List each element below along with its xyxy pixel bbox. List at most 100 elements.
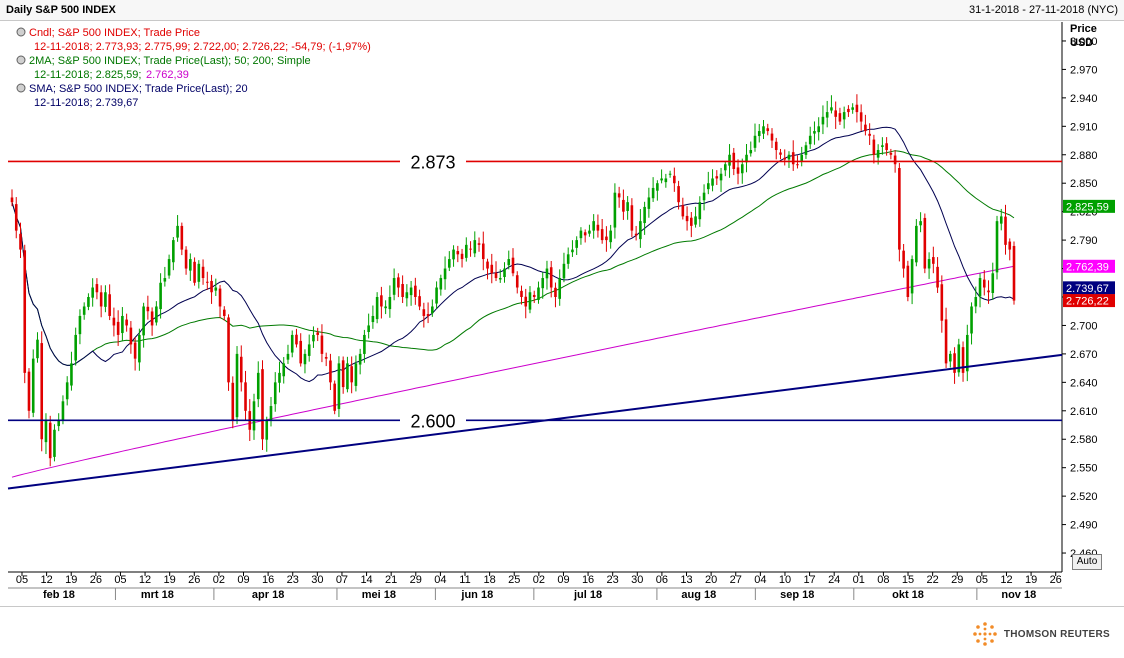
last-value-tags: 2.825,59 2.762,39 2.739,672.726,22 (1063, 199, 1115, 308)
legend-toggle-icon[interactable] (16, 55, 26, 65)
candle (1004, 204, 1007, 255)
candle (600, 218, 604, 244)
candle (1012, 241, 1016, 305)
candle (949, 350, 952, 368)
legend-2ma-values-a: 12-11-2018; 2.825,59; (34, 69, 141, 81)
candle (307, 334, 311, 362)
candle (273, 372, 277, 412)
candle (469, 241, 472, 257)
month-label: apr 18 (252, 589, 284, 601)
candle (711, 169, 714, 192)
x-tick-label: 13 (680, 574, 692, 586)
candle (808, 126, 812, 149)
legend-toggle-icon[interactable] (16, 27, 26, 37)
candle (804, 141, 808, 159)
price-axis: 2.4602.4902.5202.5502.5802.6102.6402.670… (1062, 36, 1098, 560)
legend-item-sma[interactable]: SMA; S&P 500 INDEX; Trade Price(Last); 2… (16, 83, 248, 109)
candle (596, 214, 600, 238)
candle (630, 198, 634, 238)
candle (923, 213, 927, 274)
x-tick-label: 16 (582, 574, 594, 586)
x-tick-label: 09 (557, 574, 569, 586)
candle (609, 224, 612, 249)
candle (783, 149, 787, 166)
legend-toggle-icon[interactable] (16, 83, 26, 93)
x-tick-label: 26 (1050, 574, 1062, 586)
candle (634, 225, 638, 241)
candle (27, 368, 31, 419)
candle (982, 270, 986, 296)
candle (757, 124, 761, 143)
legend-cndl-name: Cndl; S&P 500 INDEX; Trade Price (29, 27, 200, 39)
candle (498, 269, 502, 283)
candle (859, 104, 863, 131)
chart-title: Daily S&P 500 INDEX (6, 4, 116, 16)
candle (350, 356, 353, 394)
candle (346, 356, 349, 393)
month-label: mei 18 (362, 589, 396, 601)
candle (864, 114, 867, 136)
y-tick-label: 2.640 (1070, 377, 1098, 389)
x-tick-label: 29 (951, 574, 963, 586)
candle (184, 246, 188, 275)
y-tick-label: 2.700 (1070, 320, 1098, 332)
candle (647, 187, 651, 218)
candle (511, 248, 515, 277)
candle (31, 349, 35, 418)
candle (401, 275, 404, 304)
candle (239, 345, 243, 392)
candle (677, 180, 680, 210)
y-tick-label: 3.000 (1070, 36, 1098, 48)
auto-scale-button[interactable]: Auto (1072, 554, 1102, 570)
month-label: jun 18 (460, 589, 493, 601)
x-tick-label: 06 (656, 574, 668, 586)
x-tick-label: 22 (927, 574, 939, 586)
candle (464, 237, 468, 262)
last-value-tag: 2.726,22 (1063, 294, 1115, 308)
last-value-tag: 2.762,39 (1063, 259, 1115, 273)
candle (375, 292, 379, 324)
candle (146, 295, 150, 320)
legend-item-2ma[interactable]: 2MA; S&P 500 INDEX; Trade Price(Last); 5… (16, 55, 311, 81)
candle (278, 361, 281, 393)
candle (507, 250, 511, 270)
candle (889, 148, 893, 160)
candle (558, 269, 562, 306)
candle (299, 333, 303, 367)
legend-2ma-name: 2MA; S&P 500 INDEX; Trade Price(Last); 5… (29, 55, 311, 67)
y-tick-label: 2.490 (1070, 520, 1098, 532)
candle (847, 105, 850, 117)
ma200-path (11, 265, 1015, 478)
legend-item-cndl[interactable]: Cndl; S&P 500 INDEX; Trade Price 12-11-2… (16, 27, 371, 53)
reuters-logo-icon (973, 622, 997, 646)
candlestick-chart[interactable]: 2.4602.4902.5202.5502.5802.6102.6402.670… (0, 20, 1124, 606)
candle (78, 309, 82, 345)
candle (163, 266, 167, 287)
candle (40, 331, 44, 452)
candle (932, 246, 935, 274)
month-label: sep 18 (780, 589, 814, 601)
candle (974, 286, 978, 314)
candle (762, 120, 765, 139)
candle (176, 215, 179, 242)
svg-text:2.739,67: 2.739,67 (1066, 283, 1109, 295)
x-tick-label: 05 (976, 574, 988, 586)
candle (643, 201, 646, 235)
candle (685, 206, 689, 231)
x-tick-label: 02 (213, 574, 225, 586)
candle (898, 163, 901, 262)
candle (817, 117, 820, 141)
last-value-tag: 2.825,59 (1063, 199, 1115, 213)
candle (715, 170, 719, 185)
ma200-line (11, 265, 1015, 478)
candle (129, 321, 133, 354)
candle (868, 123, 871, 145)
candle (409, 280, 413, 306)
candle (562, 252, 566, 283)
candle (426, 302, 430, 324)
candle (227, 314, 230, 391)
candle (443, 256, 447, 290)
candle (791, 140, 795, 171)
candle (456, 245, 460, 263)
candle (978, 273, 982, 308)
